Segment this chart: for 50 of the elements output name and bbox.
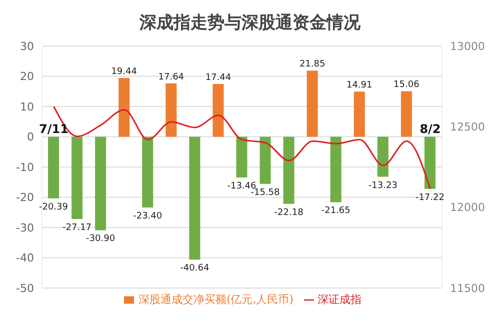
data-label: -20.39: [38, 202, 68, 212]
y-tick-label: -50: [16, 282, 34, 295]
y-tick-label: -20: [16, 191, 34, 204]
y-tick-label: 20: [20, 70, 34, 84]
y-tick-label: -30: [16, 221, 34, 234]
bar: [424, 136, 436, 189]
y-tick-label: 0: [27, 130, 34, 144]
bar: [166, 83, 177, 137]
legend-label: 深股通成交净买额(亿元,人民币): [138, 293, 294, 306]
bar: [118, 78, 130, 137]
data-label: -21.65: [321, 206, 350, 216]
data-label: -22.18: [274, 208, 304, 218]
bar: [306, 70, 318, 137]
y-tick-label: -40: [16, 252, 34, 265]
data-label: -30.90: [86, 234, 116, 244]
bar: [354, 92, 365, 137]
y2-tick-label: 12500: [450, 120, 485, 134]
bar: [212, 84, 224, 137]
bar: [377, 136, 388, 177]
bar: [48, 136, 59, 198]
y-tick-label: 10: [20, 100, 34, 114]
bar: [260, 136, 271, 184]
bar: [330, 136, 342, 202]
data-label: 17.44: [205, 72, 232, 83]
data-label: -13.23: [368, 180, 398, 191]
data-label: -23.40: [133, 212, 162, 222]
bar: [95, 136, 106, 230]
data-label: 21.85: [299, 60, 326, 70]
data-label: -40.64: [180, 264, 210, 274]
data-label: -17.22: [415, 192, 444, 203]
data-label: 14.91: [346, 80, 372, 91]
chart-title: 深成指走势与深股通资金情况: [138, 12, 362, 35]
x-tick-label: 7/11: [39, 122, 68, 136]
x-tick-label: 8/2: [420, 122, 441, 136]
bar: [142, 136, 154, 208]
bar: [189, 136, 200, 260]
bar: [236, 136, 248, 178]
legend-label: 深证成指: [318, 293, 362, 306]
bar: [283, 136, 294, 204]
y2-tick-label: 11500: [450, 282, 485, 295]
bar: [72, 136, 83, 219]
bar: [400, 91, 412, 137]
data-label: 19.44: [111, 66, 138, 77]
y2-tick-label: 13000: [450, 40, 485, 53]
y2-tick-label: 12000: [450, 201, 485, 214]
data-label: 17.64: [158, 72, 184, 82]
data-label: -27.17: [62, 222, 92, 233]
y-tick-label: 30: [20, 40, 34, 53]
data-label: 15.06: [394, 80, 420, 90]
y-tick-label: -10: [16, 160, 34, 174]
